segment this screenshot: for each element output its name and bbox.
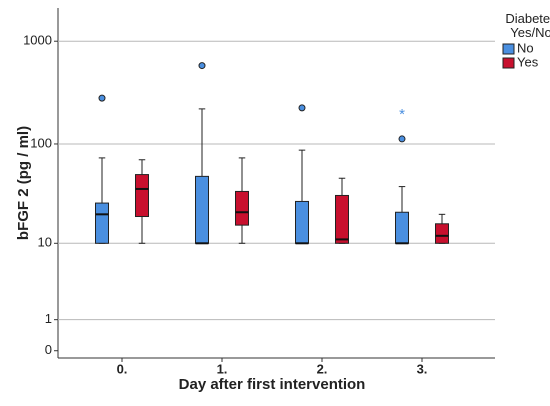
outlier bbox=[198, 62, 206, 70]
y-tick-label: 100 bbox=[30, 135, 52, 150]
box bbox=[435, 223, 449, 244]
outlier bbox=[398, 135, 406, 143]
y-tick-label: 10 bbox=[38, 235, 52, 250]
x-tick-label: 2. bbox=[317, 361, 328, 376]
y-tick-label: 0 bbox=[45, 342, 52, 357]
legend-label: No bbox=[517, 40, 534, 55]
box bbox=[95, 202, 109, 244]
x-axis-label: Day after first intervention bbox=[179, 376, 366, 393]
x-tick-label: 1. bbox=[217, 361, 228, 376]
box bbox=[195, 175, 209, 244]
x-tick-label: 3. bbox=[417, 361, 428, 376]
outlier bbox=[298, 104, 306, 112]
legend-swatch bbox=[502, 57, 515, 69]
legend-label: Yes bbox=[517, 54, 539, 69]
extreme: * bbox=[399, 106, 405, 123]
box bbox=[335, 194, 349, 244]
legend-swatch bbox=[502, 43, 515, 55]
box bbox=[135, 174, 149, 218]
outlier bbox=[98, 94, 106, 102]
box bbox=[235, 190, 249, 226]
y-tick-label: 1000 bbox=[23, 33, 52, 48]
legend-title: Diabetes Yes/No bbox=[505, 11, 550, 40]
y-axis-label: bFGF 2 (pg / ml) bbox=[15, 126, 32, 240]
y-tick-label: 1 bbox=[45, 311, 52, 326]
x-tick-label: 0. bbox=[117, 361, 128, 376]
box bbox=[295, 200, 309, 244]
box bbox=[395, 211, 409, 244]
